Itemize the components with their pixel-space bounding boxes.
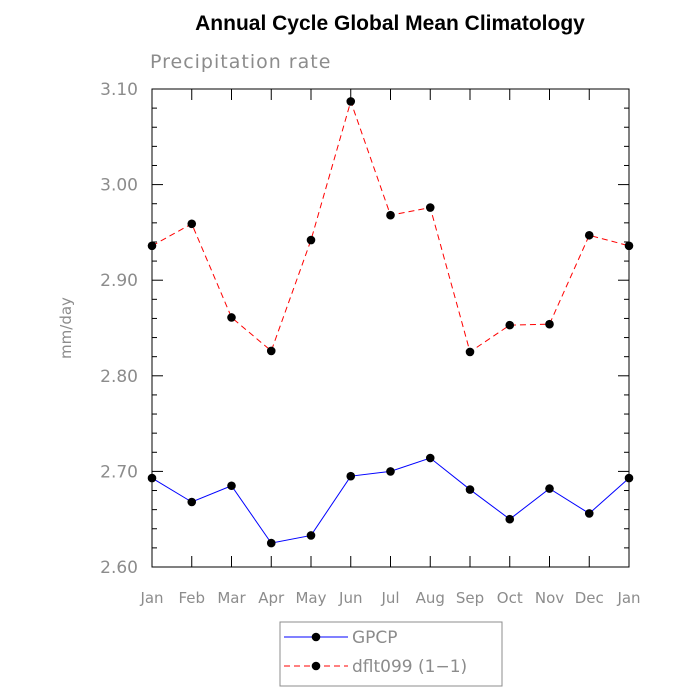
x-tick-label: Sep	[456, 589, 484, 607]
legend-marker	[311, 661, 321, 671]
data-point	[187, 497, 197, 507]
x-tick-label: May	[295, 589, 326, 607]
plot-axes: 2.60 2.70 2.80 2.90 3.00 3.10 Jan Feb Mar Apr May J…	[100, 80, 640, 607]
legend: GPCP dflt099 (1−1)	[279, 621, 503, 687]
legend-label: GPCP	[352, 628, 398, 648]
data-point	[465, 485, 475, 494]
x-tick-label: Jun	[338, 589, 362, 607]
series-0	[147, 453, 634, 548]
data-point	[624, 473, 634, 483]
data-point	[386, 210, 395, 220]
y-tick-label: 2.80	[100, 367, 138, 387]
data-point	[545, 484, 554, 493]
data-point	[425, 453, 435, 463]
data-point	[187, 219, 197, 229]
data-point	[227, 481, 236, 491]
series-1	[147, 97, 634, 357]
series-line	[151, 99, 630, 353]
x-tick-label: Nov	[535, 589, 564, 607]
y-tick-label: 3.10	[100, 80, 138, 100]
data-point	[505, 320, 515, 330]
data-point	[386, 467, 395, 476]
y-tick-label: 3.00	[100, 176, 138, 196]
data-point	[624, 241, 634, 251]
y-axis-label: mm/day	[57, 297, 75, 359]
data-point	[147, 473, 157, 483]
x-tick-label: Feb	[178, 589, 205, 607]
x-tick-label: Jan	[616, 589, 640, 607]
legend-label: dflt099 (1−1)	[352, 657, 467, 677]
x-tick-label: Jul	[380, 589, 399, 607]
x-tick-label: Aug	[416, 589, 445, 607]
y-tick-label: 2.90	[100, 271, 138, 291]
y-tick-label: 2.70	[100, 462, 138, 482]
series-layer	[147, 97, 634, 548]
data-point	[266, 538, 276, 548]
legend-item-0: GPCP	[284, 628, 398, 648]
chart-title: Annual Cycle Global Mean Climatology	[195, 12, 585, 35]
data-point	[346, 97, 356, 106]
data-point	[584, 509, 594, 518]
x-tick-label: Oct	[497, 589, 523, 607]
y-tick-label: 2.60	[100, 558, 138, 578]
data-point	[346, 471, 356, 481]
data-point	[227, 313, 236, 322]
data-point	[584, 230, 594, 240]
legend-box	[279, 621, 503, 687]
data-point	[505, 514, 515, 524]
legend-item-1: dflt099 (1−1)	[284, 657, 467, 677]
data-point	[306, 235, 316, 245]
data-point	[465, 347, 475, 357]
x-tick-label: Jan	[139, 589, 163, 607]
data-point	[147, 241, 157, 251]
data-point	[306, 531, 316, 540]
x-tick-label: Dec	[575, 589, 604, 607]
data-point	[425, 203, 435, 212]
data-point	[266, 346, 276, 356]
x-tick-label: Apr	[258, 589, 285, 607]
legend-marker	[311, 632, 321, 642]
x-tick-label: Mar	[217, 589, 246, 607]
plot-frame	[151, 88, 630, 568]
chart-subtitle: Precipitation rate	[150, 51, 331, 73]
data-point	[545, 319, 554, 329]
